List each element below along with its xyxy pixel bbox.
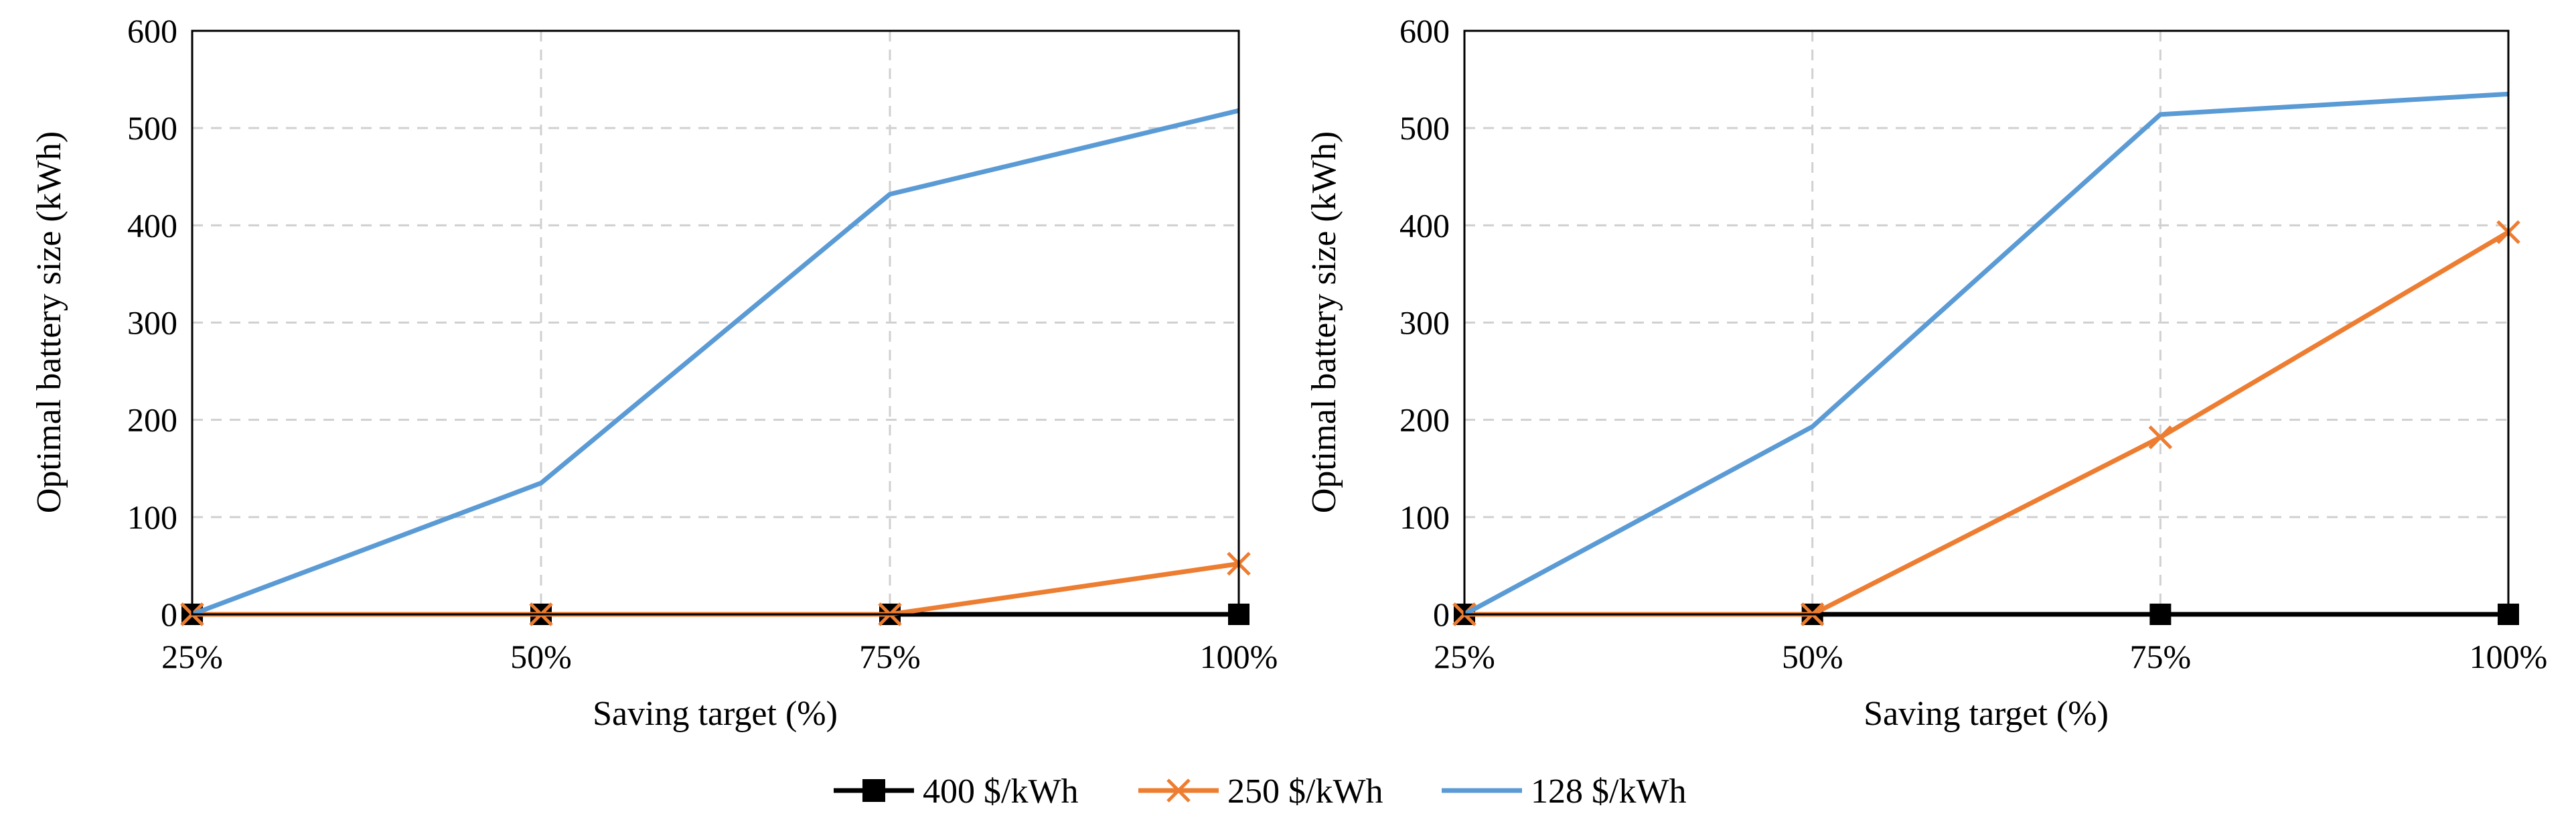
grid-lines xyxy=(1464,31,2508,614)
y-tick-label: 500 xyxy=(1399,109,1450,147)
data-point-x xyxy=(2148,425,2173,450)
y-tick-label: 400 xyxy=(127,206,177,244)
x-tick-labels: 25% 50% 75% 100% xyxy=(161,638,1278,675)
series-line-1 xyxy=(1464,230,2510,617)
series-layer xyxy=(180,108,1251,626)
plot-frame xyxy=(1463,29,2510,616)
series-line-2 xyxy=(191,108,1239,617)
y-tick-label: 300 xyxy=(1399,304,1450,342)
grid-lines xyxy=(192,31,1239,614)
series-line-2 xyxy=(1463,91,2509,617)
y-tick-label: 100 xyxy=(127,498,177,536)
legend-label-128: 128 $/kWh xyxy=(1531,772,1687,811)
series-layer xyxy=(1452,91,2520,626)
y-tick-label: 600 xyxy=(1399,12,1450,50)
y-tick-label: 300 xyxy=(127,304,177,342)
legend-label-250: 250 $/kWh xyxy=(1227,772,1383,811)
x-tick-labels: 25% 50% 75% 100% xyxy=(1434,638,2547,675)
y-tick-label: 400 xyxy=(1399,206,1450,244)
y-tick-labels: 0 100 200 300 400 500 600 xyxy=(1399,12,1450,633)
y-tick-label: 200 xyxy=(127,401,177,439)
chart-left: 0 100 200 300 400 500 600 25% 50% 75% 100% Saving… xyxy=(30,12,1278,733)
legend-x-marker-icon xyxy=(1166,778,1191,803)
x-axis-title: Saving target (%) xyxy=(593,695,838,733)
x-tick-label: 100% xyxy=(2470,638,2548,675)
chart-right: 0 100 200 300 400 500 600 25% 50% 75% 100% Saving… xyxy=(1305,12,2547,733)
plot-frame xyxy=(191,29,1240,616)
y-tick-label: 0 xyxy=(161,596,177,633)
y-tick-labels: 0 100 200 300 400 500 600 xyxy=(127,12,177,633)
y-tick-label: 600 xyxy=(127,12,177,50)
y-tick-label: 500 xyxy=(127,109,177,147)
y-tick-label: 100 xyxy=(1399,498,1450,536)
legend-square-marker-icon xyxy=(862,779,885,802)
series-line-1 xyxy=(192,561,1239,617)
x-axis-title: Saving target (%) xyxy=(1864,695,2109,733)
legend-item-250: 250 $/kWh xyxy=(1138,772,1383,811)
y-tick-label: 0 xyxy=(1433,596,1450,633)
x-tick-label: 50% xyxy=(1782,638,1843,675)
y-axis-title: Optimal battery size (kWh) xyxy=(30,131,68,513)
legend: 400 $/kWh 250 $/kWh 128 $/kWh xyxy=(834,772,1687,811)
x-tick-label: 100% xyxy=(1200,638,1278,675)
y-axis-title: Optimal battery size (kWh) xyxy=(1305,131,1343,513)
y-tick-label: 200 xyxy=(1399,401,1450,439)
legend-label-400: 400 $/kWh xyxy=(923,772,1079,811)
x-tick-label: 50% xyxy=(510,638,572,675)
x-tick-label: 25% xyxy=(1434,638,1495,675)
legend-item-400: 400 $/kWh xyxy=(834,772,1079,811)
x-tick-label: 75% xyxy=(2130,638,2192,675)
x-tick-label: 25% xyxy=(161,638,223,675)
x-tick-label: 75% xyxy=(859,638,921,675)
legend-item-128: 128 $/kWh xyxy=(1442,772,1687,811)
